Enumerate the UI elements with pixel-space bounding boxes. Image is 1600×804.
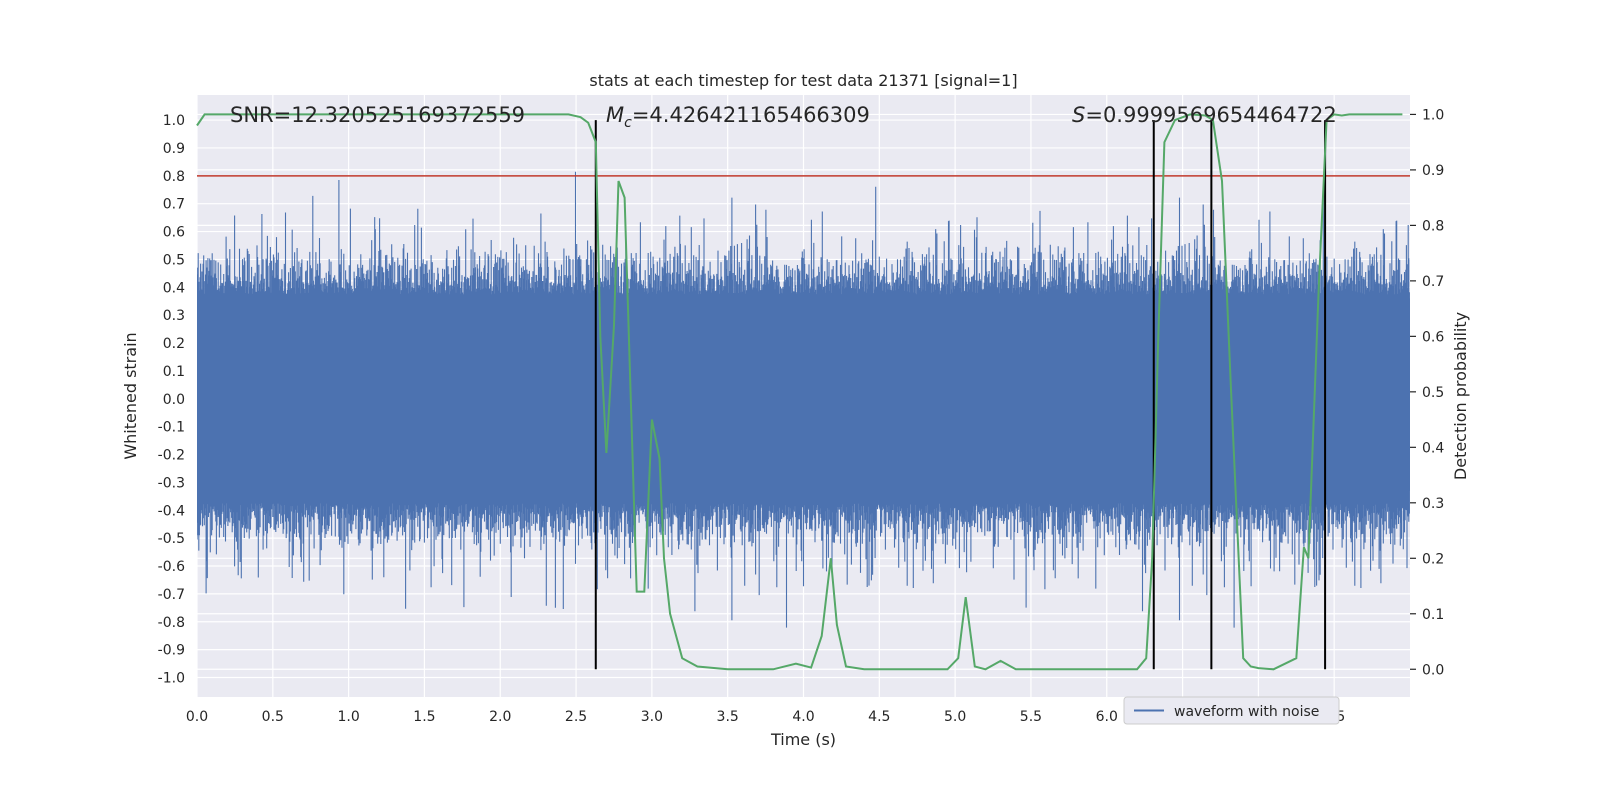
- annotation-score: S=0.9999569654464722: [1072, 103, 1337, 127]
- legend: waveform with noise: [1123, 696, 1340, 725]
- x-tick-label: 1.5: [413, 709, 435, 725]
- legend-label-waveform: waveform with noise: [1174, 704, 1319, 720]
- y-axis-label-left: Whitened strain: [121, 332, 140, 459]
- y-right-tick-label: 0.2: [1422, 551, 1444, 567]
- x-axis-label: Time (s): [770, 730, 836, 749]
- y-right-tick-label: 0.8: [1422, 218, 1444, 234]
- annotation-chirp-mass: Mc=4.426421165466309: [606, 103, 870, 131]
- y-left-tick-label: 0.0: [163, 392, 185, 408]
- y-left-tick-label: -0.2: [158, 448, 185, 464]
- x-tick-label: 4.0: [792, 709, 814, 725]
- y-left-tick-label: -0.6: [158, 559, 185, 575]
- y-left-tick-label: 0.9: [163, 141, 185, 157]
- y-left-tick-label: -0.3: [158, 475, 185, 491]
- y-left-tick-label: 0.6: [163, 225, 185, 241]
- y-left-tick-label: 0.4: [163, 280, 185, 296]
- y-left-tick-label: -0.1: [158, 420, 185, 436]
- legend-box: [1123, 696, 1340, 725]
- noise-series-layer: [197, 171, 1410, 628]
- y-right-tick-label: 1.0: [1422, 107, 1444, 123]
- y-left-tick-label: 0.2: [163, 336, 185, 352]
- x-tick-label: 2.0: [489, 709, 511, 725]
- y-left-tick-label: 0.7: [163, 197, 185, 213]
- x-tick-label: 5.5: [1020, 709, 1042, 725]
- annotation-mc-value: =4.426421165466309: [632, 103, 870, 127]
- y-right-tick-label: 0.9: [1422, 163, 1444, 179]
- x-tick-label: 3.5: [717, 709, 739, 725]
- y-right-tick-label: 0.6: [1422, 329, 1444, 345]
- y-right-tick-label: 0.7: [1422, 274, 1444, 290]
- y-right-tick-label: 0.0: [1422, 662, 1444, 678]
- x-tick-label: 2.5: [565, 709, 587, 725]
- detection-probability-line: [196, 113, 1403, 671]
- y-right-tick-label: 0.5: [1422, 385, 1444, 401]
- y-left-tick-label: 0.3: [163, 308, 185, 324]
- annotation-mc-prefix: M: [606, 103, 624, 127]
- x-tick-label: 4.5: [868, 709, 890, 725]
- y-left-tick-label: 0.1: [163, 364, 185, 380]
- y-left-tick-label: 0.5: [163, 252, 185, 268]
- y-left-tick-label: -0.5: [158, 531, 185, 547]
- y-right-tick-label: 0.3: [1422, 496, 1444, 512]
- y-left-tick-label: -0.9: [158, 643, 185, 659]
- probability-series-layer: [196, 113, 1403, 671]
- annotation-s-value: =0.9999569654464722: [1085, 103, 1336, 127]
- noise-waveform-core: [197, 298, 1410, 491]
- annotation-snr: SNR=12.320525169372559: [230, 103, 525, 127]
- y-left-tick-label: 0.8: [163, 169, 185, 185]
- x-tick-label: 5.0: [944, 709, 966, 725]
- y-left-tick-label: 1.0: [163, 113, 185, 129]
- x-tick-label: 3.0: [641, 709, 663, 725]
- tick-labels-layer: 0.00.51.01.52.02.53.03.54.04.55.05.56.06…: [158, 107, 1445, 725]
- y-left-tick-label: -0.7: [158, 587, 185, 603]
- vertical-lines-layer: [594, 120, 1327, 670]
- x-tick-label: 0.0: [186, 709, 208, 725]
- x-tick-label: 1.0: [337, 709, 359, 725]
- y-axis-label-right: Detection probability: [1451, 312, 1470, 480]
- y-right-tick-label: 0.1: [1422, 607, 1444, 623]
- annotation-s-prefix: S: [1072, 103, 1085, 127]
- y-left-tick-label: -0.8: [158, 615, 185, 631]
- x-tick-label: 6.0: [1096, 709, 1118, 725]
- x-tick-label: 0.5: [262, 709, 284, 725]
- y-left-tick-label: -0.4: [158, 503, 185, 519]
- annotation-snr-prefix: SNR: [230, 103, 274, 127]
- annotation-snr-value: =12.320525169372559: [274, 103, 525, 127]
- y-right-tick-label: 0.4: [1422, 440, 1444, 456]
- annotations-layer: SNR=12.320525169372559 Mc=4.426421165466…: [230, 103, 1337, 131]
- y-left-tick-label: -1.0: [158, 670, 185, 686]
- annotation-mc-subscript: c: [624, 115, 632, 131]
- chart-title: stats at each timestep for test data 213…: [589, 71, 1017, 90]
